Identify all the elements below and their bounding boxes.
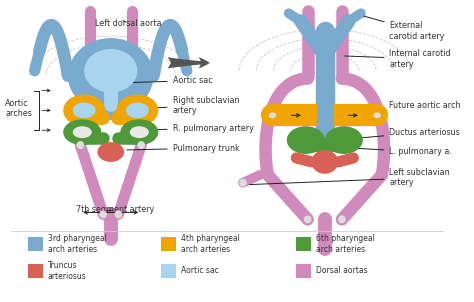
Ellipse shape — [68, 38, 154, 113]
Ellipse shape — [137, 141, 145, 149]
Ellipse shape — [287, 126, 325, 154]
Ellipse shape — [269, 112, 276, 118]
Text: Ductus arteriosus: Ductus arteriosus — [361, 128, 460, 138]
Text: 7th segment artery: 7th segment artery — [76, 205, 155, 214]
Text: L. pulmonary a.: L. pulmonary a. — [354, 147, 452, 156]
Bar — [28, 237, 43, 251]
Ellipse shape — [115, 210, 122, 218]
Ellipse shape — [304, 215, 311, 223]
Ellipse shape — [100, 210, 107, 218]
Text: Internal carotid
artery: Internal carotid artery — [345, 49, 451, 69]
Ellipse shape — [239, 179, 247, 187]
Ellipse shape — [130, 126, 149, 138]
Bar — [296, 264, 311, 278]
Text: Pulmonary trunk: Pulmonary trunk — [127, 143, 239, 153]
Ellipse shape — [311, 150, 338, 174]
Text: Future aortic arch: Future aortic arch — [380, 101, 461, 115]
Ellipse shape — [120, 119, 158, 145]
Text: Aortic sac: Aortic sac — [131, 76, 212, 85]
Ellipse shape — [84, 49, 137, 92]
Text: R. pulmonary artery: R. pulmonary artery — [135, 124, 254, 133]
Ellipse shape — [374, 112, 381, 118]
Bar — [161, 264, 176, 278]
Ellipse shape — [98, 142, 124, 162]
Text: Truncus
arteriosus: Truncus arteriosus — [48, 261, 87, 281]
Ellipse shape — [126, 102, 149, 118]
Text: Right subclavian
artery: Right subclavian artery — [147, 96, 239, 115]
Ellipse shape — [318, 105, 331, 125]
Ellipse shape — [325, 126, 363, 154]
Ellipse shape — [63, 119, 101, 145]
Text: 3rd pharyngeal
arch arteries: 3rd pharyngeal arch arteries — [48, 234, 107, 254]
Ellipse shape — [63, 95, 105, 126]
Text: External
carotid artery: External carotid artery — [364, 16, 445, 41]
Text: 4th pharyngeal
arch arteries: 4th pharyngeal arch arteries — [181, 234, 240, 254]
Text: Left dorsal aorta: Left dorsal aorta — [95, 19, 161, 28]
Text: Aortic sac: Aortic sac — [181, 266, 219, 275]
Ellipse shape — [117, 95, 158, 126]
Ellipse shape — [76, 141, 84, 149]
Text: 6th pharyngeal
arch arteries: 6th pharyngeal arch arteries — [316, 234, 375, 254]
Text: Dorsal aortas: Dorsal aortas — [316, 266, 368, 275]
Bar — [161, 237, 176, 251]
Ellipse shape — [73, 126, 92, 138]
Text: Left subclavian
artery: Left subclavian artery — [250, 168, 450, 188]
Ellipse shape — [338, 215, 346, 223]
Text: Aortic
arches: Aortic arches — [5, 99, 32, 118]
Bar — [28, 264, 43, 278]
Ellipse shape — [73, 102, 96, 118]
Bar — [296, 237, 311, 251]
